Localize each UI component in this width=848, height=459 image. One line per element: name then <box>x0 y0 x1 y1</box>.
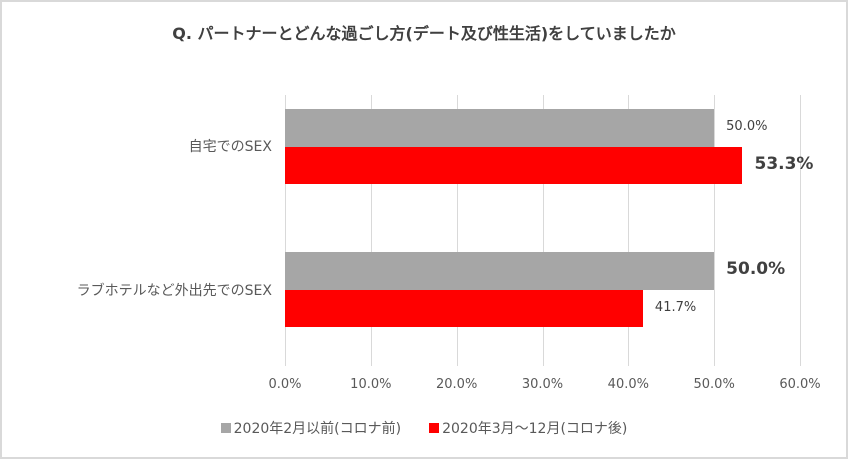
bar-before-1[interactable] <box>285 252 715 290</box>
legend-label: 2020年3月～12月(コロナ後) <box>442 421 628 437</box>
x-tick-label: 10.0% <box>350 377 392 392</box>
category-label-outside: ラブホテルなど外出先でのSEX <box>76 283 272 299</box>
chart-title: Q. パートナーとどんな過ごし方(デート及び性生活)をしていましたか <box>172 24 676 43</box>
bar-after-1[interactable] <box>285 289 643 327</box>
gridline <box>542 95 544 366</box>
legend-item-after[interactable]: 2020年3月～12月(コロナ後) <box>429 418 627 438</box>
gridline <box>370 95 372 366</box>
data-label: 50.0% <box>726 259 786 279</box>
gridline <box>714 95 716 366</box>
legend-label: 2020年2月以前(コロナ前) <box>233 421 402 437</box>
x-tick-label: 20.0% <box>436 377 478 392</box>
x-tick-label: 40.0% <box>607 377 649 392</box>
data-label: 53.3% <box>754 153 814 174</box>
legend: 2020年2月以前(コロナ前) 2020年3月～12月(コロナ後) <box>0 418 848 438</box>
legend-swatch-red-icon <box>429 423 440 433</box>
bar-before-0[interactable] <box>285 109 715 147</box>
bar-after-0[interactable] <box>285 146 743 184</box>
gridline <box>628 95 630 366</box>
legend-swatch-gray-icon <box>220 423 231 433</box>
gridline <box>800 95 801 366</box>
x-tick-label: 30.0% <box>521 377 564 392</box>
gridline <box>456 95 458 366</box>
x-tick-label: 60.0% <box>779 377 821 392</box>
category-label-home: 自宅でのSEX <box>188 139 272 155</box>
gridline <box>285 95 286 366</box>
x-tick-label: 50.0% <box>693 377 735 392</box>
x-tick-label: 0.0% <box>268 377 302 392</box>
data-label: 41.7% <box>654 299 697 315</box>
data-label: 50.0% <box>726 119 768 134</box>
legend-item-before[interactable]: 2020年2月以前(コロナ前) <box>220 418 402 438</box>
plot-area: 50.0% 53.3% 50.0% 41.7% <box>285 95 813 366</box>
